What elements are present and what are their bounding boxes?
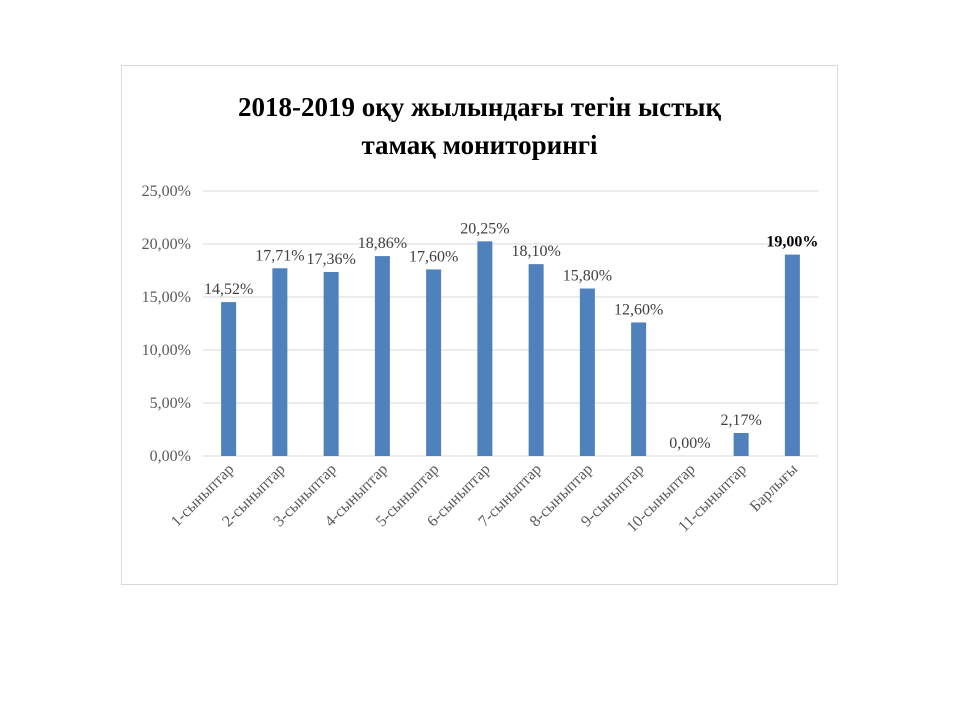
bar bbox=[733, 432, 749, 456]
data-label: 15,80% bbox=[563, 268, 612, 285]
bar bbox=[528, 264, 544, 456]
data-label: 20,25% bbox=[460, 220, 509, 237]
data-label: 12,60% bbox=[614, 301, 663, 318]
chart-title: 2018-2019 оқу жылындағы тегін ыстық тама… bbox=[121, 88, 838, 164]
bar bbox=[426, 269, 442, 456]
data-label: 14,52% bbox=[204, 281, 253, 298]
data-label: 17,60% bbox=[409, 248, 458, 265]
data-label: 0,00% bbox=[669, 435, 710, 452]
category-label: Барлығы bbox=[747, 461, 802, 516]
y-tick-label: 10,00% bbox=[142, 342, 191, 359]
bar bbox=[477, 241, 493, 456]
data-label: 19,00% bbox=[766, 234, 818, 251]
chart-title-line-1: 2018-2019 оқу жылындағы тегін ыстық bbox=[237, 92, 722, 122]
bar bbox=[374, 256, 390, 456]
y-tick-label: 20,00% bbox=[142, 236, 191, 253]
y-tick-label: 5,00% bbox=[150, 395, 191, 412]
data-label: 18,10% bbox=[511, 243, 560, 260]
y-tick-label: 15,00% bbox=[142, 289, 191, 306]
data-label: 17,71% bbox=[255, 247, 304, 264]
bar bbox=[631, 322, 647, 456]
y-tick-label: 0,00% bbox=[150, 448, 191, 465]
bar bbox=[323, 271, 339, 456]
bar bbox=[784, 254, 800, 456]
data-label: 18,86% bbox=[358, 235, 407, 252]
data-label: 17,36% bbox=[306, 251, 355, 268]
bar bbox=[579, 288, 595, 456]
y-tick-label: 25,00% bbox=[142, 183, 191, 200]
bar bbox=[272, 268, 288, 456]
data-label: 2,17% bbox=[720, 412, 761, 429]
bar bbox=[221, 302, 237, 456]
chart-title-line-2: тамақ мониторингі bbox=[361, 130, 598, 160]
